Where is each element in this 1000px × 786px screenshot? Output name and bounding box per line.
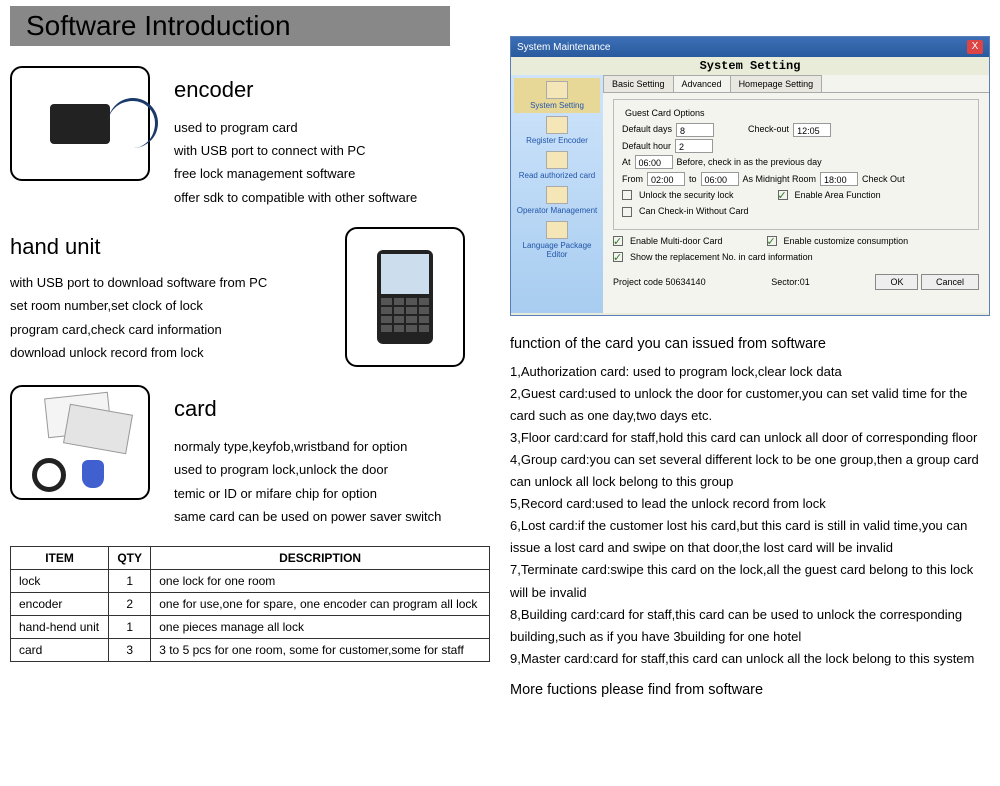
label-default-hour: Default hour — [622, 139, 671, 153]
groupbox-title: Guest Card Options — [622, 106, 708, 120]
handunit-section: hand unit with USB port to download soft… — [10, 227, 500, 367]
label-checkin: Can Check-in Without Card — [639, 204, 749, 218]
checkbox-area[interactable] — [778, 190, 788, 200]
label-multi: Enable Multi-door Card — [630, 234, 723, 248]
table-row: lock1one lock for one room — [11, 570, 490, 593]
input-hour[interactable]: 2 — [675, 139, 713, 153]
label-checkout2: Check Out — [862, 172, 905, 186]
system-screenshot: System Maintenance X System Setting Syst… — [510, 36, 990, 316]
function-item: 5,Record card:used to lead the unlock re… — [510, 493, 990, 515]
card-section: card normaly type,keyfob,wristband for o… — [10, 385, 500, 528]
encoder-line: offer sdk to compatible with other softw… — [174, 186, 417, 209]
sidebar: System Setting Register Encoder Read aut… — [511, 75, 603, 313]
cancel-button[interactable]: Cancel — [921, 274, 979, 290]
tab-homepage[interactable]: Homepage Setting — [730, 75, 823, 92]
sidebar-item-language[interactable]: Language Package Editor — [514, 218, 600, 262]
handunit-title: hand unit — [10, 227, 345, 267]
functions-text: function of the card you can issued from… — [510, 332, 990, 703]
ok-button[interactable]: OK — [875, 274, 918, 290]
handunit-line: download unlock record from lock — [10, 341, 345, 364]
input-days[interactable]: 8 — [676, 123, 714, 137]
function-item: 3,Floor card:card for staff,hold this ca… — [510, 427, 990, 449]
sector-label: Sector:01 — [771, 277, 810, 287]
th-desc: DESCRIPTION — [151, 547, 490, 570]
system-title: System Setting — [511, 57, 989, 75]
input-midnight[interactable]: 18:00 — [820, 172, 858, 186]
handunit-line: program card,check card information — [10, 318, 345, 341]
sidebar-item-register[interactable]: Register Encoder — [514, 113, 600, 148]
checkbox-custom[interactable] — [767, 236, 777, 246]
project-code: Project code 50634140 — [613, 277, 706, 287]
function-item: 7,Terminate card:swipe this card on the … — [510, 559, 990, 603]
checkbox-multi[interactable] — [613, 236, 623, 246]
label-before: Before, check in as the previous day — [677, 155, 822, 169]
sidebar-item-operator[interactable]: Operator Management — [514, 183, 600, 218]
label-unlock: Unlock the security lock — [639, 188, 734, 202]
function-item: 8,Building card:card for staff,this card… — [510, 604, 990, 648]
input-to[interactable]: 06:00 — [701, 172, 739, 186]
function-item: 6,Lost card:if the customer lost his car… — [510, 515, 990, 559]
items-table: ITEM QTY DESCRIPTION lock1one lock for o… — [10, 546, 490, 662]
window-title: System Maintenance — [517, 42, 610, 53]
function-item: 2,Guest card:used to unlock the door for… — [510, 383, 990, 427]
encoder-section: encoder used to program card with USB po… — [10, 66, 500, 209]
function-item: 1,Authorization card: used to program lo… — [510, 361, 990, 383]
table-row: card33 to 5 pcs for one room, some for c… — [11, 639, 490, 662]
label-from: From — [622, 172, 643, 186]
input-from[interactable]: 02:00 — [647, 172, 685, 186]
input-at[interactable]: 06:00 — [635, 155, 673, 169]
card-line: temic or ID or mifare chip for option — [174, 482, 441, 505]
right-column: System Maintenance X System Setting Syst… — [510, 36, 990, 707]
functions-footer: More fuctions please find from software — [510, 678, 990, 703]
handunit-line: with USB port to download software from … — [10, 271, 345, 294]
tab-advanced[interactable]: Advanced — [673, 75, 731, 92]
label-to: to — [689, 172, 697, 186]
close-icon[interactable]: X — [967, 40, 983, 54]
card-line: used to program lock,unlock the door — [174, 458, 441, 481]
functions-heading: function of the card you can issued from… — [510, 332, 990, 357]
label-default-days: Default days — [622, 122, 672, 136]
encoder-line: used to program card — [174, 116, 417, 139]
table-row: encoder2one for use,one for spare, one e… — [11, 593, 490, 616]
sidebar-item-read[interactable]: Read authorized card — [514, 148, 600, 183]
card-line: normaly type,keyfob,wristband for option — [174, 435, 441, 458]
handunit-line: set room number,set clock of lock — [10, 294, 345, 317]
card-title: card — [174, 389, 441, 429]
encoder-line: free lock management software — [174, 162, 417, 185]
encoder-title: encoder — [174, 70, 417, 110]
function-item: 4,Group card:you can set several differe… — [510, 449, 990, 493]
card-line: same card can be used on power saver swi… — [174, 505, 441, 528]
left-column: encoder used to program card with USB po… — [10, 66, 500, 662]
function-item: 9,Master card:card for staff,this card c… — [510, 648, 990, 670]
checkbox-checkin[interactable] — [622, 207, 632, 217]
card-image — [10, 385, 150, 500]
label-area: Enable Area Function — [795, 188, 881, 202]
handunit-image — [345, 227, 465, 367]
label-at: At — [622, 155, 631, 169]
th-qty: QTY — [109, 547, 151, 570]
label-show: Show the replacement No. in card informa… — [630, 250, 813, 264]
sidebar-item-system[interactable]: System Setting — [514, 78, 600, 113]
table-row: hand-hend unit1one pieces manage all loc… — [11, 616, 490, 639]
th-item: ITEM — [11, 547, 109, 570]
checkbox-show[interactable] — [613, 252, 623, 262]
tab-basic[interactable]: Basic Setting — [603, 75, 674, 92]
checkbox-unlock[interactable] — [622, 190, 632, 200]
label-checkout: Check-out — [748, 122, 789, 136]
input-checkout[interactable]: 12:05 — [793, 123, 831, 137]
encoder-line: with USB port to connect with PC — [174, 139, 417, 162]
page-header: Software Introduction — [10, 6, 450, 46]
label-midnight: As Midnight Room — [743, 172, 817, 186]
label-custom: Enable customize consumption — [784, 234, 909, 248]
encoder-image — [10, 66, 150, 181]
